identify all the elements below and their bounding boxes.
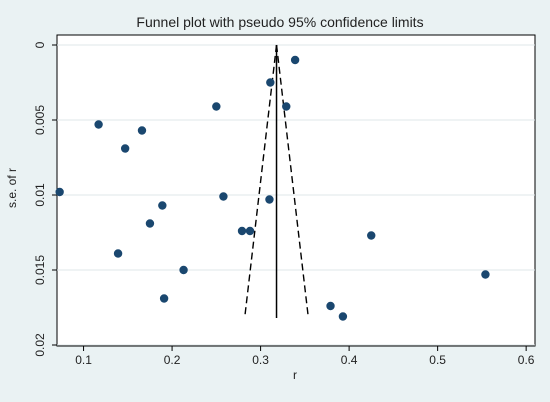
data-point xyxy=(219,192,228,201)
x-tick-label: 0.4 xyxy=(341,353,358,367)
gridlines xyxy=(57,44,535,346)
chart-title: Funnel plot with pseudo 95% confidence l… xyxy=(136,14,423,30)
data-point xyxy=(338,312,348,321)
data-point xyxy=(158,201,167,210)
y-tick-label: 0 xyxy=(33,41,47,48)
confidence-funnel xyxy=(243,44,310,319)
y-axis-label: s.e. of r xyxy=(5,168,19,208)
x-tick-label: 0.1 xyxy=(75,353,92,367)
data-point xyxy=(481,270,490,279)
data-point xyxy=(137,126,147,135)
axes: 0 0.005 0.01 0.015 0.02 0.1 0.2 0.3 0.4 0.5 0.6 xyxy=(33,41,535,367)
data-point xyxy=(113,249,123,258)
data-point xyxy=(266,78,275,87)
x-tick-label: 0.2 xyxy=(164,353,181,367)
x-tick-label: 0.3 xyxy=(252,353,269,367)
data-points xyxy=(55,55,490,321)
y-tick-label: 0.01 xyxy=(33,183,47,207)
data-point xyxy=(120,144,130,153)
y-tick-label: 0.02 xyxy=(33,333,47,357)
data-point xyxy=(282,102,291,111)
data-point xyxy=(94,120,103,129)
plot-area xyxy=(56,34,536,347)
y-tick-label: 0.005 xyxy=(33,105,47,135)
data-point xyxy=(245,226,255,236)
data-point xyxy=(212,102,221,111)
y-tick-label: 0.015 xyxy=(33,255,47,285)
data-point xyxy=(55,187,64,197)
data-point xyxy=(179,265,188,275)
data-point xyxy=(159,294,169,303)
x-tick-label: 0.6 xyxy=(518,353,535,367)
upper-confidence-limit xyxy=(275,44,310,319)
data-point xyxy=(290,55,300,65)
data-point xyxy=(145,219,155,228)
data-point xyxy=(237,226,247,236)
data-point xyxy=(265,195,274,204)
data-point xyxy=(326,301,335,311)
x-tick-label: 0.5 xyxy=(429,353,446,367)
data-point xyxy=(367,231,376,240)
x-axis-label: r xyxy=(293,368,297,382)
lower-confidence-limit xyxy=(243,44,278,319)
